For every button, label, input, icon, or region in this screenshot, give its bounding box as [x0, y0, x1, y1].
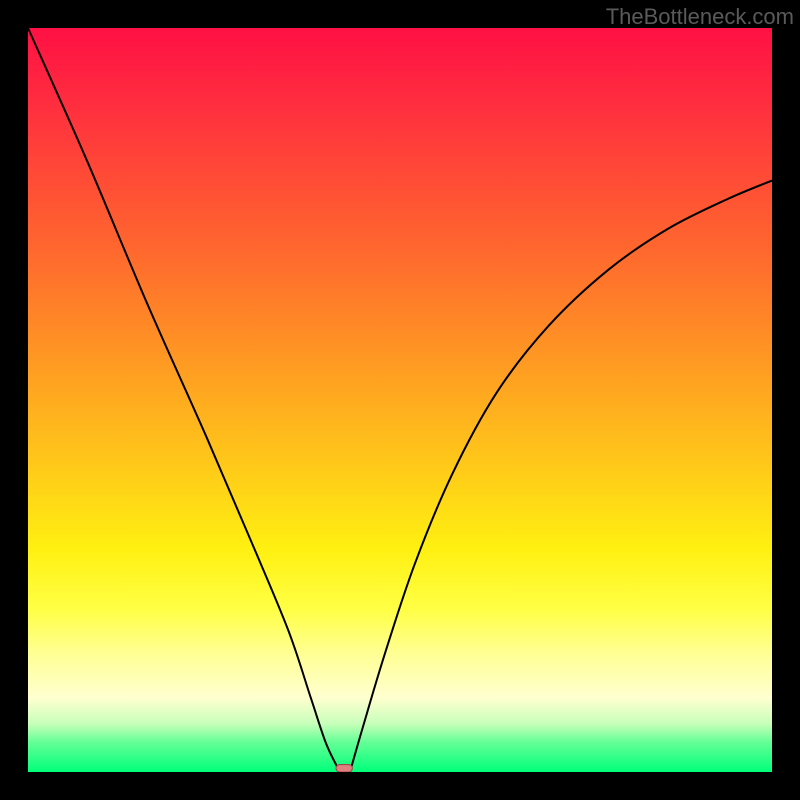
- bottleneck-chart: [0, 0, 800, 800]
- chart-container: TheBottleneck.com: [0, 0, 800, 800]
- watermark-text: TheBottleneck.com: [606, 4, 794, 30]
- chart-background: [28, 28, 772, 772]
- minimum-marker: [336, 765, 352, 772]
